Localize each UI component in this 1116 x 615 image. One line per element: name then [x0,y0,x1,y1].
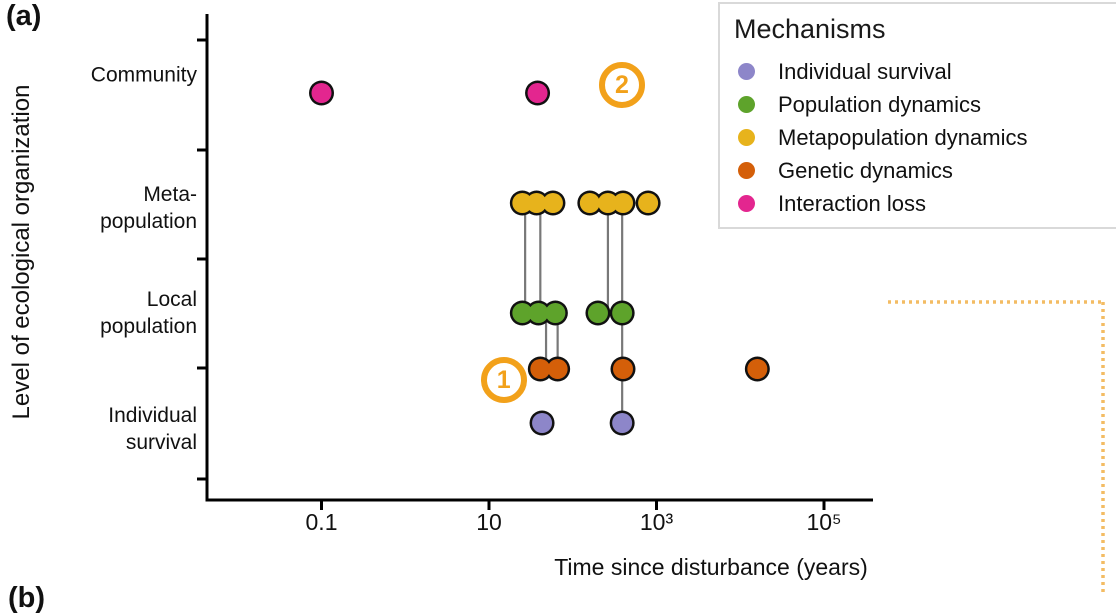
legend-item-label: Individual survival [778,58,952,84]
panel-label-a: (a) [6,0,42,32]
legend-item-label: Genetic dynamics [778,157,953,183]
legend-item-interaction-loss: Interaction loss [734,187,1116,220]
individual-survival-swatch-icon [738,63,755,80]
y-tick-label-community: Community [90,63,197,87]
legend-item-population-dynamics: Population dynamics [734,88,1116,121]
legend-item-individual-survival: Individual survival [734,55,1116,88]
x-tick-label-10: 10 [476,509,502,535]
legend-item-label: Population dynamics [778,91,982,117]
legend-item-label: Metapopulation dynamics [778,124,1028,150]
annotation-2-label: 2 [615,71,629,99]
x-tick-label-10e5: 10⁵ [806,509,842,535]
y-tick-label-individual-survival: Individual survival [108,404,197,454]
scatter-plot-canvas [197,14,1105,593]
population-dynamics-swatch-icon [738,96,755,113]
x-tick-label-10e3: 10³ [639,509,674,535]
y-tick-label-metapopulation: Meta- population [100,183,197,233]
legend-item-metapopulation-dynamics: Metapopulation dynamics [734,121,1116,154]
legend-title: Mechanisms [734,14,886,44]
x-axis-title: Time since disturbance (years) [554,554,868,580]
genetic-dynamics-swatch-icon [738,162,755,179]
annotation-circle-1: 1 [480,357,527,403]
y-tick-label-local-population: Local population [100,288,197,338]
legend-item-label: Interaction loss [778,190,926,216]
interaction-loss-swatch-icon [738,195,755,212]
metapopulation-dynamics-swatch-icon [738,129,755,146]
x-tick-label-0-1: 0.1 [305,509,338,535]
annotation-1-label: 1 [496,366,511,394]
legend-box: Mechanisms Individual survival Populatio… [718,2,1116,229]
annotation-circle-2: 2 [598,62,645,108]
panel-label-b: (b) [8,582,46,614]
legend-item-genetic-dynamics: Genetic dynamics [734,154,1116,187]
